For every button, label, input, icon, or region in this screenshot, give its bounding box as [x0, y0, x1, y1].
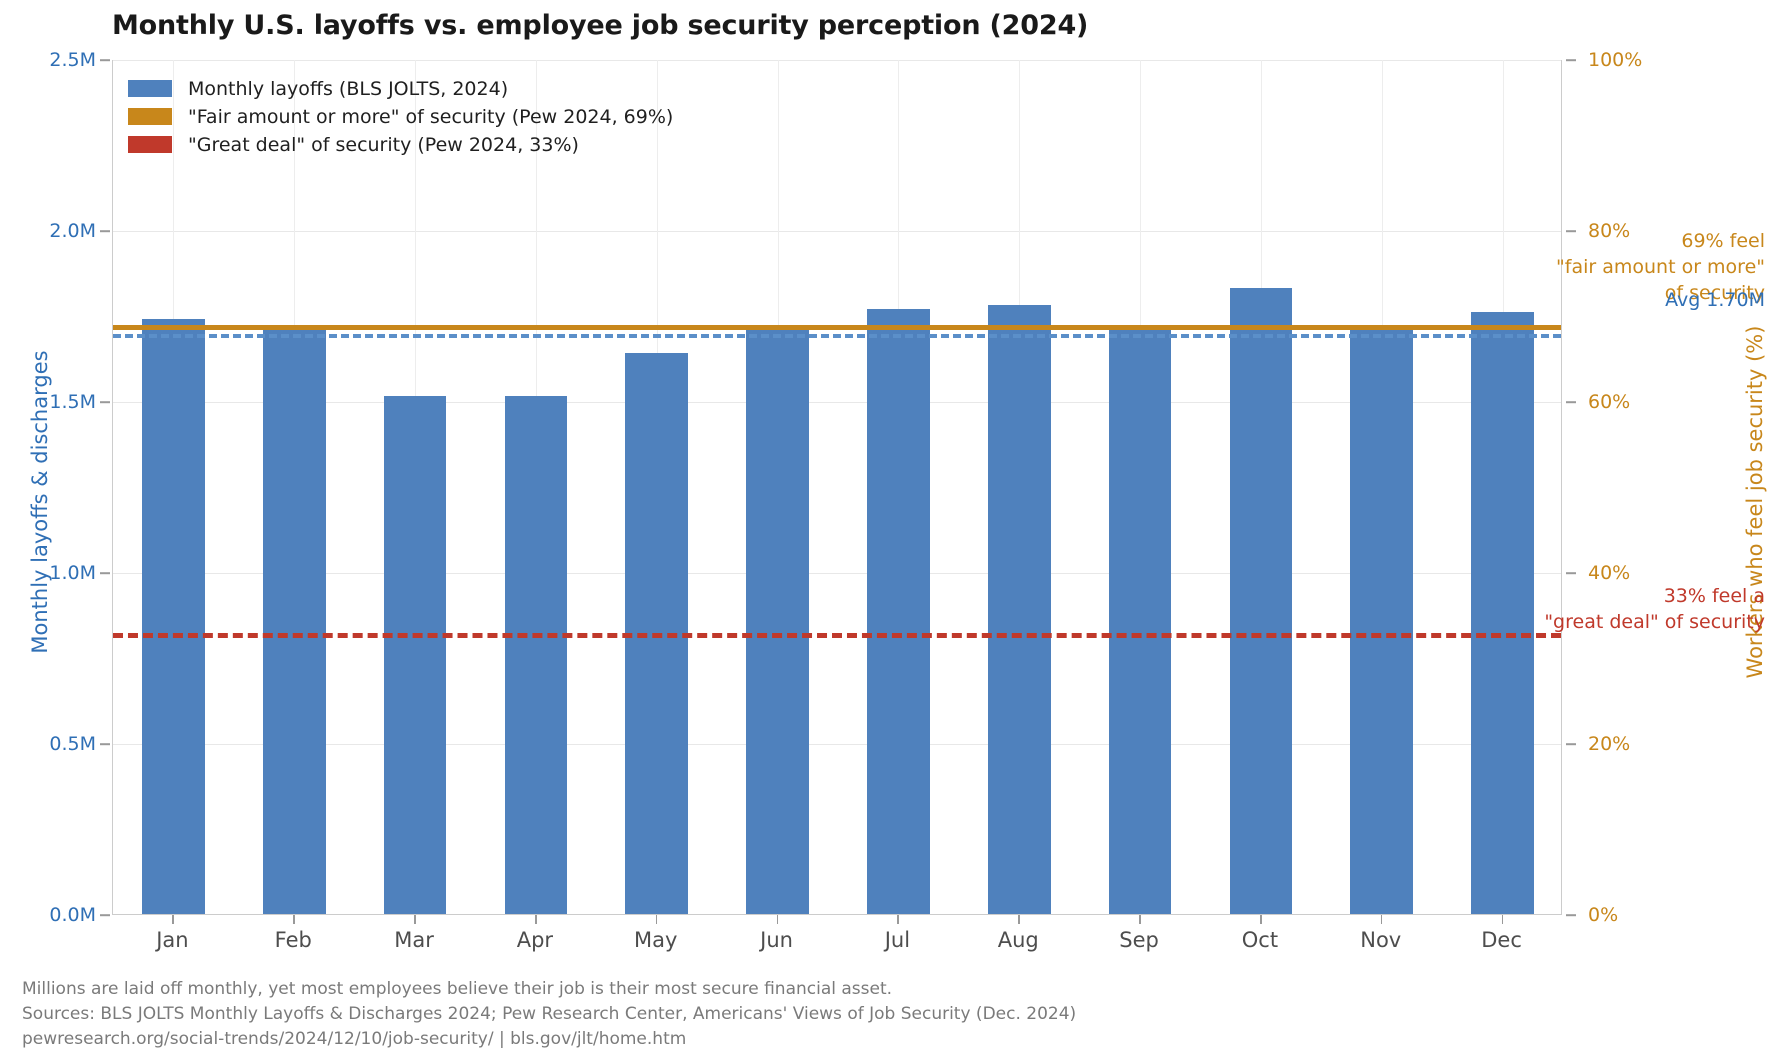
x-axis-tick-mark [1018, 915, 1020, 924]
x-axis-tick-mark [172, 915, 174, 924]
x-axis-tick-mark [414, 915, 416, 924]
chart-title: Monthly U.S. layoffs vs. employee job se… [112, 10, 1089, 41]
y-axis-right-tick-mark [1566, 743, 1576, 745]
y-axis-left-title: Monthly layoffs & discharges [28, 350, 52, 654]
x-axis-tick-mark [776, 915, 779, 924]
bar-feb[interactable] [262, 325, 326, 914]
bar-jan[interactable] [142, 318, 205, 914]
y-axis-left-tick-label: 1.5M [49, 391, 96, 413]
x-axis-tick-label-aug: Aug [997, 928, 1039, 952]
bar-dec[interactable] [1471, 312, 1534, 914]
x-axis-tick-mark [897, 915, 899, 924]
x-axis-tick-label-sep: Sep [1119, 928, 1159, 952]
x-axis-tick-label-nov: Nov [1360, 928, 1402, 952]
y-axis-right-tick-label: 0% [1588, 904, 1619, 926]
gridline-horizontal [113, 231, 1561, 232]
y-axis-left-tick-mark [100, 914, 110, 916]
y-axis-left-tick-mark [100, 230, 110, 232]
y-axis-right-tick-mark [1566, 59, 1576, 61]
x-axis-tick-label-dec: Dec [1481, 928, 1522, 952]
y-axis-left-tick-label: 0.0M [49, 904, 96, 926]
y-axis-right-tick-label: 80% [1588, 220, 1631, 242]
gridline-horizontal [113, 744, 1561, 745]
legend-swatch-great-deal [128, 136, 172, 153]
bar-aug[interactable] [987, 305, 1051, 914]
bar-jul[interactable] [867, 308, 930, 914]
y-axis-right-tick-label: 60% [1588, 391, 1631, 413]
x-axis-tick-label-feb: Feb [274, 928, 312, 952]
x-axis-tick-mark [534, 915, 537, 924]
gridline-horizontal [113, 60, 1561, 61]
annotation-great-deal: 33% feel a "great deal" of security [1544, 585, 1765, 633]
footer-line-sources: Sources: BLS JOLTS Monthly Layoffs & Dis… [22, 1004, 1077, 1024]
x-axis-tick-mark [1380, 915, 1383, 924]
y-axis-right-tick-mark [1566, 914, 1576, 916]
legend-item-layoffs: Monthly layoffs (BLS JOLTS, 2024) [128, 76, 673, 101]
y-axis-left-tick-label: 0.5M [49, 733, 96, 755]
y-axis-right-tick-label: 100% [1588, 49, 1643, 71]
footer-line-takeaway: Millions are laid off monthly, yet most … [22, 979, 893, 999]
gridline-horizontal [113, 573, 1561, 574]
x-axis-tick-mark [1259, 915, 1262, 924]
legend-item-great-deal: "Great deal" of security (Pew 2024, 33%) [128, 132, 673, 157]
footer-line-urls: pewresearch.org/social-trends/2024/12/10… [22, 1029, 687, 1049]
y-axis-right-tick-mark [1566, 572, 1576, 574]
gridline-horizontal [113, 402, 1561, 403]
legend-swatch-layoffs [128, 80, 172, 97]
bar-apr[interactable] [504, 395, 568, 914]
x-axis-tick-label-jul: Jul [884, 928, 911, 952]
bar-nov[interactable] [1350, 325, 1414, 914]
chart-footer: Millions are laid off monthly, yet most … [22, 977, 1076, 1052]
x-axis-tick-mark [1139, 915, 1141, 924]
chart-legend: Monthly layoffs (BLS JOLTS, 2024) "Fair … [128, 76, 673, 160]
y-axis-right-tick-mark [1566, 230, 1576, 232]
x-axis-tick-label-mar: Mar [394, 928, 434, 952]
reference-line-fair-amount-or-more [113, 325, 1561, 331]
x-axis-tick-label-oct: Oct [1241, 928, 1279, 952]
x-axis-tick-mark [293, 915, 295, 924]
y-axis-left-tick-mark [100, 59, 110, 61]
legend-label-fair-amount: "Fair amount or more" of security (Pew 2… [188, 105, 674, 128]
legend-label-layoffs: Monthly layoffs (BLS JOLTS, 2024) [188, 77, 509, 100]
bar-jun[interactable] [746, 329, 809, 914]
bar-sep[interactable] [1108, 329, 1172, 914]
x-axis-tick-label-apr: Apr [516, 928, 554, 952]
y-axis-left-tick-label: 2.5M [49, 49, 96, 71]
x-axis-tick-label-jun: Jun [760, 928, 793, 952]
y-axis-right-title: Workers who feel job security (%) [1743, 325, 1767, 679]
legend-label-great-deal: "Great deal" of security (Pew 2024, 33%) [188, 133, 579, 156]
y-axis-left-tick-mark [100, 572, 110, 574]
y-axis-right-tick-label: 20% [1588, 733, 1631, 755]
y-axis-left-tick-mark [100, 401, 110, 403]
y-axis-left-tick-label: 2.0M [49, 220, 96, 242]
x-axis-tick-label-may: May [634, 928, 678, 952]
y-axis-right-tick-label: 40% [1588, 562, 1631, 584]
plot-area [112, 60, 1562, 915]
y-axis-left-tick-mark [100, 743, 110, 745]
legend-swatch-fair-amount [128, 108, 172, 125]
reference-line-great-deal [113, 632, 1561, 638]
x-axis-tick-label-jan: Jan [156, 928, 189, 952]
x-axis-tick-mark [655, 915, 658, 924]
x-axis-tick-mark [1501, 915, 1504, 924]
annotation-average-layoffs: Avg 1.70M [1665, 289, 1765, 311]
reference-line-average-layoffs [113, 333, 1561, 338]
y-axis-right-tick-mark [1566, 401, 1576, 403]
bar-mar[interactable] [383, 395, 447, 914]
y-axis-left-tick-label: 1.0M [49, 562, 96, 584]
bar-oct[interactable] [1229, 288, 1293, 914]
legend-item-fair-amount: "Fair amount or more" of security (Pew 2… [128, 104, 673, 129]
annotation-fair-amount: 69% feel "fair amount or more" of securi… [1556, 230, 1765, 304]
